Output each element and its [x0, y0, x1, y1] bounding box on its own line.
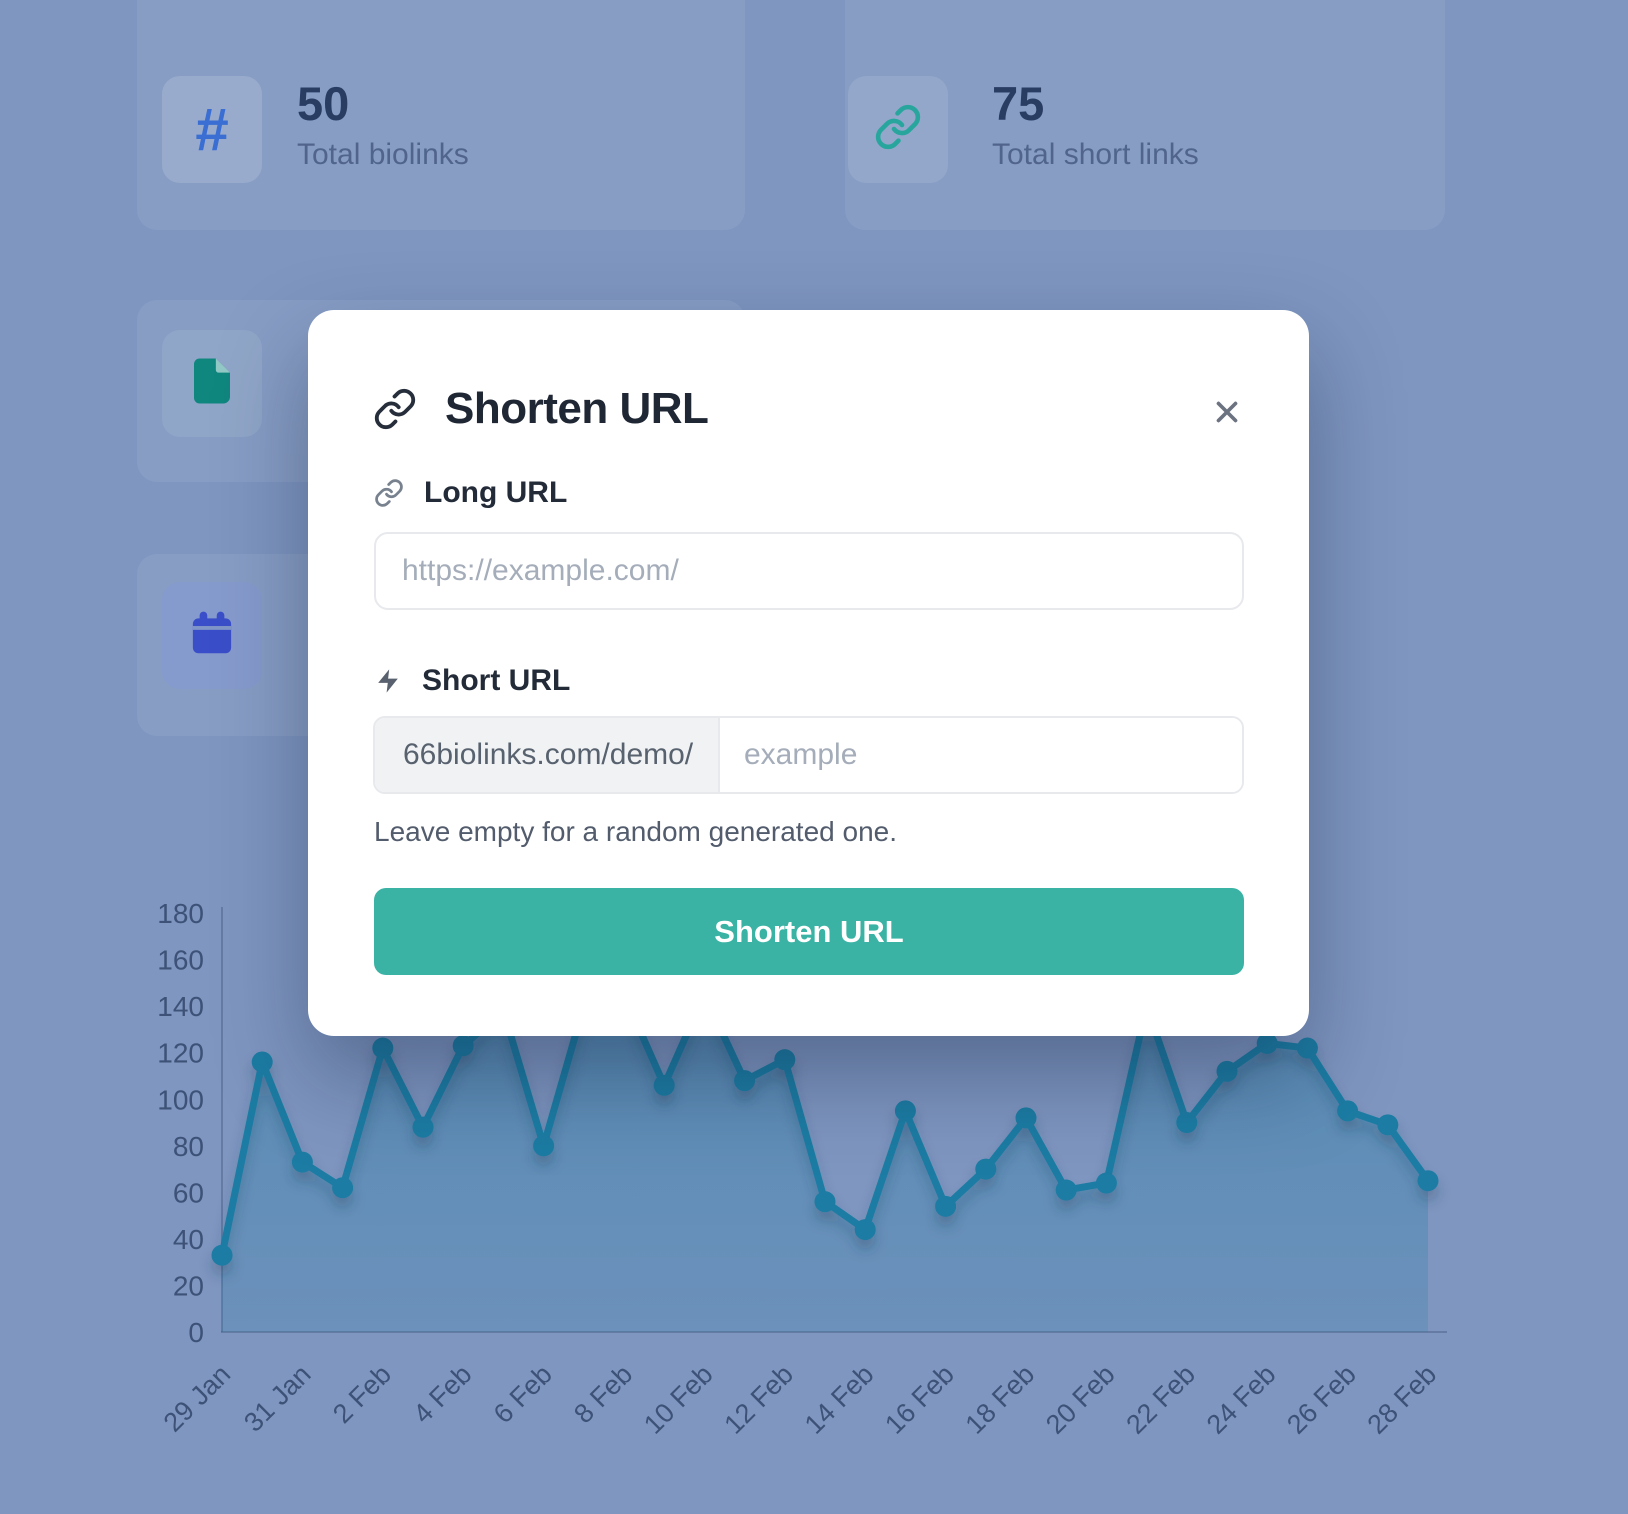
svg-text:12 Feb: 12 Feb [718, 1359, 799, 1440]
chart-data-point[interactable] [251, 1051, 273, 1073]
chart-data-point[interactable] [935, 1195, 957, 1217]
file-icon-tile [162, 330, 262, 437]
svg-text:60: 60 [173, 1177, 204, 1208]
chart-data-point[interactable] [894, 1100, 916, 1122]
short-url-label-row: Short URL [374, 664, 570, 698]
svg-text:180: 180 [157, 898, 204, 929]
chart-data-point[interactable] [774, 1049, 796, 1071]
svg-text:0: 0 [188, 1317, 204, 1348]
bolt-icon [374, 667, 402, 695]
svg-text:6 Feb: 6 Feb [488, 1359, 558, 1429]
shorten-url-button[interactable]: Shorten URL [374, 888, 1244, 975]
svg-text:40: 40 [173, 1224, 204, 1255]
svg-text:120: 120 [157, 1038, 204, 1069]
chart-data-point[interactable] [1216, 1060, 1238, 1082]
chart-data-point[interactable] [1055, 1179, 1077, 1201]
chart-data-point[interactable] [653, 1074, 675, 1096]
long-url-label-row: Long URL [374, 476, 567, 510]
svg-text:22 Feb: 22 Feb [1120, 1359, 1201, 1440]
chart-data-point[interactable] [211, 1244, 233, 1266]
chart-data-point[interactable] [1176, 1112, 1198, 1134]
long-url-label: Long URL [424, 476, 568, 509]
link-icon [374, 478, 404, 508]
short-url-input-group: 66biolinks.com/demo/ [373, 716, 1244, 794]
chart-data-point[interactable] [291, 1151, 313, 1173]
chart-data-point[interactable] [1337, 1100, 1359, 1122]
svg-text:160: 160 [157, 945, 204, 976]
link-icon [874, 103, 922, 156]
svg-text:24 Feb: 24 Feb [1201, 1359, 1282, 1440]
total-short-links-label: Total short links [992, 138, 1199, 171]
chart-data-point[interactable] [975, 1158, 997, 1180]
calendar-icon [185, 606, 239, 665]
chart-data-point[interactable] [734, 1070, 756, 1092]
svg-text:31 Jan: 31 Jan [238, 1359, 317, 1438]
chart-data-point[interactable] [412, 1116, 434, 1138]
close-button[interactable] [1207, 392, 1247, 432]
svg-text:20 Feb: 20 Feb [1040, 1359, 1121, 1440]
total-biolinks-label: Total biolinks [297, 138, 469, 171]
svg-text:26 Feb: 26 Feb [1281, 1359, 1362, 1440]
chart-series [211, 984, 1439, 1332]
short-url-helper-text: Leave empty for a random generated one. [374, 816, 898, 847]
chart-data-point[interactable] [1296, 1037, 1318, 1059]
chart-data-point[interactable] [332, 1177, 354, 1199]
chart-y-axis-labels: 0 20 40 60 80 100 120 140 160 180 [157, 898, 204, 1348]
chart-data-point[interactable] [1015, 1107, 1037, 1129]
long-url-input[interactable] [374, 532, 1244, 610]
svg-text:80: 80 [173, 1131, 204, 1162]
chart-x-axis-labels: 29 Jan 31 Jan 2 Feb 4 Feb 6 Feb 8 Feb 10 Feb 12… [158, 1359, 1443, 1440]
svg-text:140: 140 [157, 991, 204, 1022]
chart-data-point[interactable] [372, 1037, 394, 1059]
close-icon [1210, 395, 1244, 429]
chart-data-point[interactable] [1256, 1032, 1278, 1054]
short-url-label: Short URL [422, 664, 571, 697]
short-url-prefix: 66biolinks.com/demo/ [375, 718, 720, 792]
chart-data-point[interactable] [452, 1035, 474, 1057]
stat-card-total-short-links [845, 0, 1445, 230]
stat-card-total-biolinks [137, 0, 745, 230]
chart-data-point[interactable] [1095, 1172, 1117, 1194]
svg-text:10 Feb: 10 Feb [638, 1359, 719, 1440]
shorten-url-modal: Shorten URL Long URL [308, 310, 1309, 1036]
short-url-input[interactable] [720, 718, 1242, 792]
hash-icon: # [195, 95, 229, 163]
svg-text:8 Feb: 8 Feb [568, 1359, 638, 1429]
link-icon-tile [848, 76, 948, 183]
hash-icon-tile: # [162, 76, 262, 183]
svg-text:28 Feb: 28 Feb [1362, 1359, 1443, 1440]
file-icon [185, 354, 239, 413]
chart-data-point[interactable] [854, 1219, 876, 1241]
calendar-icon-tile [162, 582, 262, 689]
chart-data-point[interactable] [1417, 1170, 1439, 1192]
chart-data-point[interactable] [814, 1191, 836, 1213]
total-short-links-value: 75 [992, 77, 1045, 130]
svg-text:100: 100 [157, 1084, 204, 1115]
svg-text:18 Feb: 18 Feb [960, 1359, 1041, 1440]
svg-text:2 Feb: 2 Feb [327, 1359, 397, 1429]
svg-text:29 Jan: 29 Jan [158, 1359, 237, 1438]
modal-title: Shorten URL [445, 384, 709, 433]
total-biolinks-value: 50 [297, 77, 350, 130]
svg-text:16 Feb: 16 Feb [879, 1359, 960, 1440]
link-icon [373, 387, 417, 431]
modal-header: Shorten URL [373, 384, 709, 434]
svg-text:4 Feb: 4 Feb [407, 1359, 477, 1429]
chart-data-point[interactable] [1377, 1114, 1399, 1136]
svg-text:20: 20 [173, 1270, 204, 1301]
chart-data-point[interactable] [533, 1135, 555, 1157]
svg-text:14 Feb: 14 Feb [799, 1359, 880, 1440]
